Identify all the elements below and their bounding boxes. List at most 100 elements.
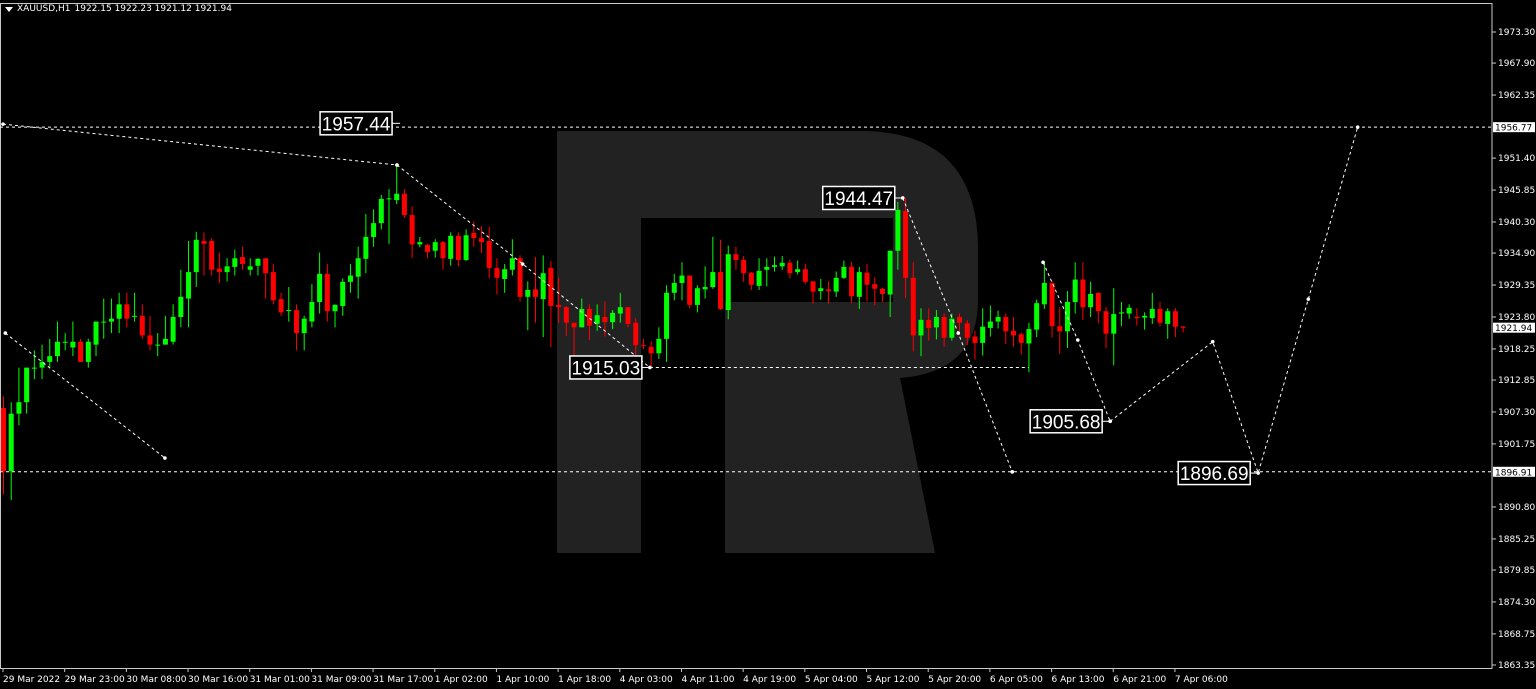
candle-body xyxy=(1,407,6,472)
candle-body xyxy=(247,266,253,270)
price-tag-bg xyxy=(1493,322,1535,333)
candle-body xyxy=(833,277,839,292)
price-axis[interactable]: 1973.30 1967.90 1962.35 1951.40 1945.85 1940.… xyxy=(1492,28,1535,671)
candle xyxy=(155,333,161,357)
candle xyxy=(286,287,292,322)
candle xyxy=(949,313,955,341)
candle-body xyxy=(293,310,299,334)
price-tag-bg xyxy=(1493,466,1535,477)
candle xyxy=(463,229,469,262)
candle xyxy=(579,298,585,328)
y-tick-label: 1934.90 xyxy=(1498,249,1535,259)
y-tick-label: 1918.25 xyxy=(1498,345,1535,355)
x-tick-label: 31 Mar 09:00 xyxy=(311,675,371,685)
candle-body xyxy=(494,268,500,278)
candle xyxy=(1172,308,1178,338)
triangle-down-icon[interactable] xyxy=(5,6,13,12)
candle xyxy=(841,260,847,279)
candle xyxy=(193,231,199,288)
candle xyxy=(324,264,330,322)
candle xyxy=(201,232,207,276)
candle xyxy=(455,232,461,267)
candle-body xyxy=(116,304,122,319)
annotation-box xyxy=(1177,460,1251,486)
candle xyxy=(718,239,724,311)
candle-body xyxy=(1034,303,1040,330)
candle-body xyxy=(432,242,438,251)
candle xyxy=(748,272,754,290)
candle xyxy=(903,197,909,298)
candle-body xyxy=(1011,330,1017,336)
candle xyxy=(664,285,670,362)
candle xyxy=(879,287,885,303)
ohlc-readout: 1922.15 1922.23 1921.12 1921.94 xyxy=(74,4,232,14)
symbol-label: XAUUSD,H1 xyxy=(17,4,71,14)
candle-body xyxy=(617,307,623,314)
candle xyxy=(186,240,192,328)
time-axis[interactable]: 29 Mar 2022 29 Mar 23:00 30 Mar 08:00 30 Ma… xyxy=(2,668,1228,685)
candle xyxy=(1118,302,1124,327)
candle-body xyxy=(54,341,60,357)
price-tag-bg xyxy=(1493,122,1535,133)
candle-body xyxy=(486,240,492,269)
candle-body xyxy=(602,316,608,323)
candle xyxy=(1095,292,1101,324)
candle xyxy=(116,292,122,334)
x-tick-label: 4 Apr 11:00 xyxy=(681,675,734,685)
price-tag: 1956.77 xyxy=(1495,124,1532,134)
candle xyxy=(147,315,153,351)
candle-body xyxy=(972,336,978,343)
candle-body xyxy=(355,258,361,277)
candle-body xyxy=(371,223,377,237)
candle xyxy=(810,281,816,304)
x-tick-label: 31 Mar 01:00 xyxy=(250,675,310,685)
arrow-marker xyxy=(956,331,961,335)
x-tick-label: 1 Apr 18:00 xyxy=(558,675,611,685)
candle xyxy=(178,269,184,328)
candle xyxy=(586,304,592,341)
candle-body xyxy=(1111,314,1117,334)
candle-body xyxy=(895,209,901,251)
candle-body xyxy=(1003,316,1009,332)
candle xyxy=(224,258,230,282)
candle-body xyxy=(216,268,222,273)
x-tick-label: 31 Mar 17:00 xyxy=(373,675,433,685)
candle xyxy=(371,209,377,247)
candle-body xyxy=(586,308,592,326)
candle xyxy=(895,201,901,270)
x-tick-label: 4 Apr 19:00 xyxy=(743,675,796,685)
candle-body xyxy=(903,211,909,278)
annotation-label: 1957.44 xyxy=(322,114,391,135)
candle xyxy=(1142,312,1148,330)
candle xyxy=(856,266,862,309)
candle-body xyxy=(209,240,215,270)
candle xyxy=(394,164,400,205)
candle xyxy=(525,281,531,331)
candle-body xyxy=(1134,316,1140,319)
candle-body xyxy=(309,302,315,322)
candle-body xyxy=(648,346,654,354)
candle-body xyxy=(378,198,384,224)
y-tick-label: 1863.35 xyxy=(1498,661,1535,671)
candle-body xyxy=(772,265,777,267)
candle-body xyxy=(332,304,338,312)
candle xyxy=(756,258,762,290)
candle xyxy=(24,367,30,414)
candle xyxy=(1134,308,1140,326)
candle xyxy=(340,278,346,316)
candle xyxy=(62,333,68,351)
candle-body xyxy=(556,304,562,308)
y-tick-label: 1879.85 xyxy=(1498,566,1535,576)
candle-body xyxy=(633,322,639,346)
candle xyxy=(1088,281,1094,317)
candle-body xyxy=(108,318,114,322)
candle-body xyxy=(47,356,53,362)
candle xyxy=(1157,302,1163,327)
candle-body xyxy=(879,288,885,294)
candle-body xyxy=(733,254,739,260)
candle xyxy=(795,260,801,275)
candle xyxy=(293,304,299,351)
candle xyxy=(710,236,716,289)
candle xyxy=(93,321,99,357)
